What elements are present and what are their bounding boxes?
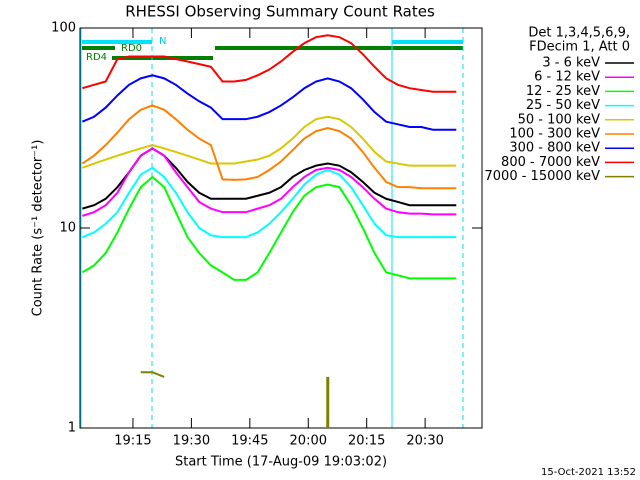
legend-label: 100 - 300 keV [509,127,600,142]
x-tick-label: 20:30 [406,434,443,449]
plot-frame [79,27,483,429]
legend-label: 6 - 12 keV [534,70,600,85]
series-line [81,166,457,239]
annotation: RD4 [86,52,107,63]
series-line [82,34,457,93]
legend-label: 50 - 100 keV [518,112,601,127]
series-line [81,74,457,131]
annotation: RD0 [121,43,142,54]
y-tick-label: 10 [59,221,76,236]
legend-title: Det 1,3,4,5,6,9, [528,26,630,41]
legend-label: 7000 - 15000 keV [485,169,601,184]
x-tick-label: 19:15 [114,434,151,449]
series-line [140,371,165,378]
flags: N RD0 RD4 [80,28,464,428]
series-line [82,147,457,217]
annotation: N [159,36,166,47]
x-tick-label: 19:45 [231,434,268,449]
legend-title: FDecim 1, Att 0 [529,40,630,55]
x-tick-label: 19:30 [173,434,210,449]
legend-label: 12 - 25 keV [526,84,600,99]
legend-label: 300 - 800 keV [509,141,600,156]
timestamp: 15-Oct-2021 13:52 [541,467,636,478]
y-axis-label: Count Rate (s⁻¹ detector⁻¹) [31,140,46,317]
series-line [81,175,457,281]
y-tick-label: 100 [51,21,76,36]
x-axis-label: Start Time (17-Aug-09 19:03:02) [175,455,387,470]
series-line [81,104,457,190]
series-line [81,115,457,169]
chart-title: RHESSI Observing Summary Count Rates [125,3,435,21]
legend-label: 3 - 6 keV [542,56,600,71]
legend-label: 800 - 7000 keV [501,155,600,170]
x-tick-label: 20:15 [348,434,385,449]
series-point [326,376,330,428]
y-tick-label: 1 [68,421,76,436]
legend-label: 25 - 50 keV [526,98,600,113]
x-tick-label: 20:00 [290,434,327,449]
